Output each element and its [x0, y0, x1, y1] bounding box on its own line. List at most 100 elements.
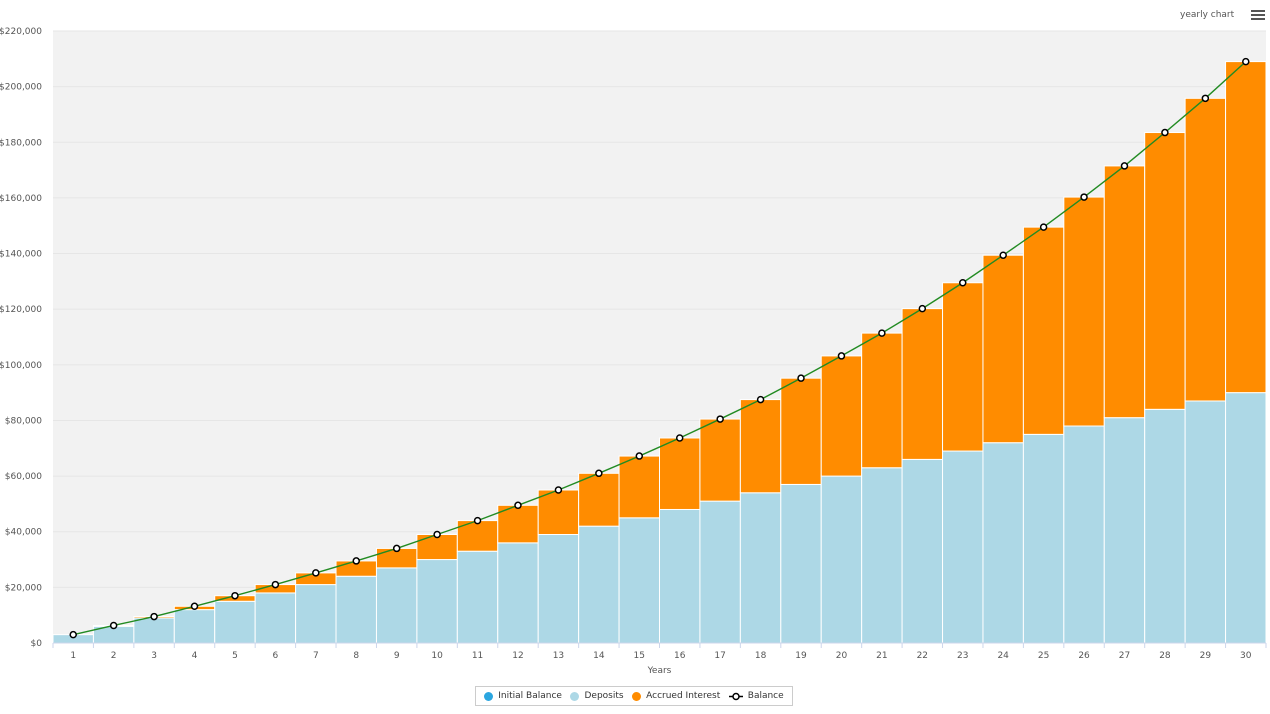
bar-deposits	[1103, 417, 1146, 644]
y-tick-label: $220,000	[0, 27, 42, 37]
x-tick-label: 19	[795, 651, 807, 661]
bar-accrued-interest	[820, 355, 863, 477]
balance-point	[150, 612, 158, 621]
x-tick-label: 26	[1078, 651, 1090, 661]
legend-item-deposits[interactable]: Deposits	[570, 691, 624, 701]
bar-accrued-interest	[1184, 97, 1227, 402]
bar-deposits	[133, 617, 175, 644]
x-tick-label: 3	[151, 651, 157, 661]
hamburger-menu-icon[interactable]	[1250, 8, 1266, 22]
balance-point	[392, 544, 401, 553]
balance-line	[73, 61, 1247, 636]
bar-accrued-interest	[537, 489, 580, 536]
bar-deposits	[537, 534, 580, 644]
bar-accrued-interest	[456, 520, 499, 552]
x-tick-label: 17	[714, 651, 725, 661]
bar-deposits	[416, 559, 458, 644]
legend-item-initial-balance[interactable]: Initial Balance	[484, 691, 562, 701]
bar-accrued-interest	[699, 418, 741, 502]
legend-dot-deposits	[570, 691, 580, 701]
balance-point	[312, 569, 320, 577]
legend-item-accrued-interest[interactable]: Accrued Interest	[632, 691, 720, 701]
bar-deposits	[901, 458, 944, 644]
bar-deposits	[1063, 425, 1105, 644]
bar-deposits	[295, 584, 337, 644]
bar-deposits	[214, 600, 256, 644]
bar-deposits	[1144, 408, 1186, 644]
x-tick-label: 4	[192, 651, 198, 661]
balance-point	[999, 251, 1007, 259]
x-tick-label: 25	[1038, 651, 1049, 661]
y-tick-label: $80,000	[5, 416, 42, 426]
balance-point	[756, 395, 765, 404]
bar-deposits	[659, 508, 701, 644]
balance-point	[190, 602, 199, 611]
bar-deposits	[497, 542, 539, 644]
y-tick-label: $140,000	[0, 250, 42, 260]
bar-deposits	[1225, 392, 1267, 644]
y-tick-label: $0	[31, 639, 43, 649]
balance-point	[1242, 57, 1250, 66]
legend-label: Initial Balance	[498, 691, 562, 701]
bar-deposits	[780, 483, 822, 644]
bar-accrued-interest	[1144, 132, 1186, 410]
x-tick-label: 27	[1119, 651, 1130, 661]
bar-accrued-interest	[659, 437, 701, 510]
x-tick-label: 8	[353, 651, 359, 661]
x-tick-label: 13	[553, 651, 564, 661]
bar-accrued-interest	[780, 377, 822, 485]
balance-point	[797, 374, 805, 382]
y-tick-label: $20,000	[5, 583, 42, 593]
balance-point	[1201, 94, 1210, 103]
x-axis-title: Years	[647, 666, 672, 676]
bar-accrued-interest	[416, 534, 458, 561]
x-tick-label: 15	[634, 651, 645, 661]
x-tick-label: 10	[431, 651, 443, 661]
x-tick-label: 5	[232, 651, 238, 661]
bar-deposits	[699, 500, 741, 644]
y-tick-label: $100,000	[0, 361, 42, 371]
balance-point	[473, 516, 482, 525]
x-tick-label: 23	[957, 651, 968, 661]
y-tick-label: $40,000	[5, 528, 42, 538]
balance-point	[595, 469, 603, 478]
legend-item-balance[interactable]: Balance	[728, 691, 784, 701]
bar-accrued-interest	[497, 504, 539, 544]
x-tick-label: 22	[917, 651, 928, 661]
bar-accrued-interest	[942, 282, 984, 452]
bar-deposits	[456, 550, 499, 644]
bar-accrued-interest	[982, 254, 1024, 444]
bar-accrued-interest	[618, 455, 660, 519]
bar-deposits	[375, 567, 418, 644]
bar-deposits	[578, 525, 620, 644]
legend-marker-balance	[728, 692, 743, 700]
legend-dot-accrued-interest	[632, 691, 642, 701]
legend-dot-initial-balance	[484, 691, 494, 701]
y-tick-label: $120,000	[0, 305, 42, 315]
bar-deposits	[1022, 433, 1065, 644]
bar-accrued-interest	[861, 332, 903, 469]
balance-point	[1039, 223, 1048, 231]
bar-accrued-interest	[1103, 165, 1146, 419]
bar-accrued-interest	[1063, 196, 1105, 427]
y-tick-label: $180,000	[0, 138, 42, 148]
balance-point	[878, 329, 886, 337]
bar-deposits	[254, 592, 297, 644]
x-tick-label: 29	[1200, 651, 1212, 661]
balance-point	[1120, 162, 1129, 170]
balance-point	[352, 557, 360, 565]
x-tick-label: 18	[755, 651, 767, 661]
x-tick-label: 9	[394, 651, 400, 661]
balance-point	[959, 279, 967, 287]
balance-point	[514, 501, 522, 510]
bar-deposits	[942, 450, 984, 644]
bar-deposits	[861, 467, 903, 644]
balance-point	[271, 580, 280, 589]
bar-deposits	[618, 517, 660, 644]
x-tick-label: 2	[111, 651, 117, 661]
balance-point	[837, 352, 846, 360]
bar-deposits	[173, 609, 216, 644]
chart-menu-title: yearly chart	[1180, 10, 1235, 20]
x-tick-label: 1	[70, 651, 76, 661]
